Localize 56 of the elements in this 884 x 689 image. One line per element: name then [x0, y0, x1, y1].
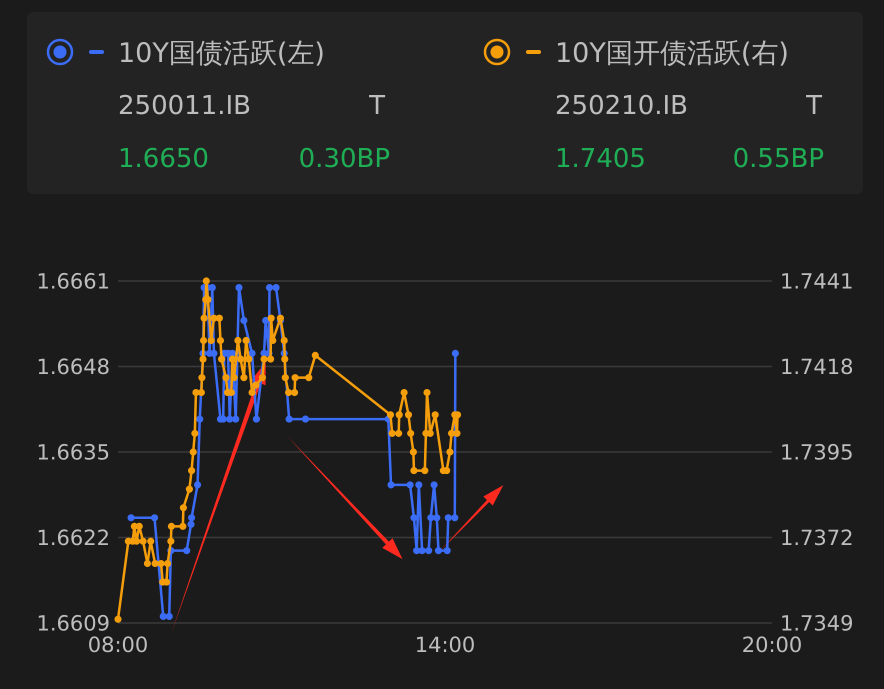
- point: [286, 416, 293, 423]
- x-tick-label: 08:00: [88, 632, 148, 657]
- point: [451, 514, 458, 522]
- point: [232, 416, 240, 423]
- point: [406, 481, 414, 488]
- point: [188, 514, 196, 522]
- point: [240, 316, 248, 324]
- point: [430, 481, 438, 488]
- y-tick-label: 1.6648: [36, 354, 110, 379]
- y2-tick-label: 1.7441: [780, 269, 854, 294]
- point: [166, 612, 173, 620]
- point: [418, 547, 426, 554]
- point: [272, 284, 280, 292]
- point: [235, 284, 243, 292]
- point: [150, 514, 158, 522]
- y2-tick-label: 1.7372: [780, 526, 854, 550]
- point: [302, 416, 310, 423]
- point: [433, 514, 440, 522]
- y-tick-label: 1.6622: [36, 526, 110, 550]
- text: 1.6650: [118, 144, 209, 174]
- point: [415, 481, 422, 488]
- y2-tick-label: 1.7349: [780, 611, 854, 636]
- text: 0.30BP: [298, 144, 390, 174]
- text: 250210.IB: [555, 91, 688, 121]
- y2-tick-label: 1.7418: [780, 354, 854, 379]
- legend-label: 10Y国债活跃(左): [118, 38, 325, 69]
- point: [444, 547, 451, 554]
- text: 1.7405: [555, 144, 646, 174]
- text: 250011.IB: [118, 91, 252, 121]
- text: T: [368, 91, 386, 121]
- point: [194, 481, 202, 488]
- y-tick-label: 1.6609: [36, 611, 110, 636]
- point: [425, 547, 432, 554]
- point: [183, 547, 190, 554]
- point: [128, 514, 135, 522]
- point: [452, 350, 459, 357]
- point: [410, 514, 418, 522]
- y-tick-label: 1.6635: [36, 440, 110, 464]
- point: [387, 481, 395, 488]
- point: [434, 547, 442, 554]
- y-tick-label: 1.6661: [36, 269, 110, 294]
- legend-label: 10Y国开债活跃(右): [555, 38, 789, 69]
- point: [444, 514, 452, 522]
- point: [208, 284, 216, 292]
- point: [248, 350, 256, 357]
- point: [226, 416, 234, 423]
- point: [160, 612, 167, 620]
- point: [266, 284, 274, 292]
- text: T: [805, 91, 822, 121]
- y2-tick-label: 1.7395: [780, 440, 854, 464]
- x-tick-label: 14:00: [414, 632, 476, 657]
- text: 0.55BP: [732, 144, 824, 174]
- point: [252, 416, 260, 423]
- x-tick-label: 20:00: [742, 632, 802, 657]
- point: [187, 520, 195, 528]
- point: [196, 416, 204, 423]
